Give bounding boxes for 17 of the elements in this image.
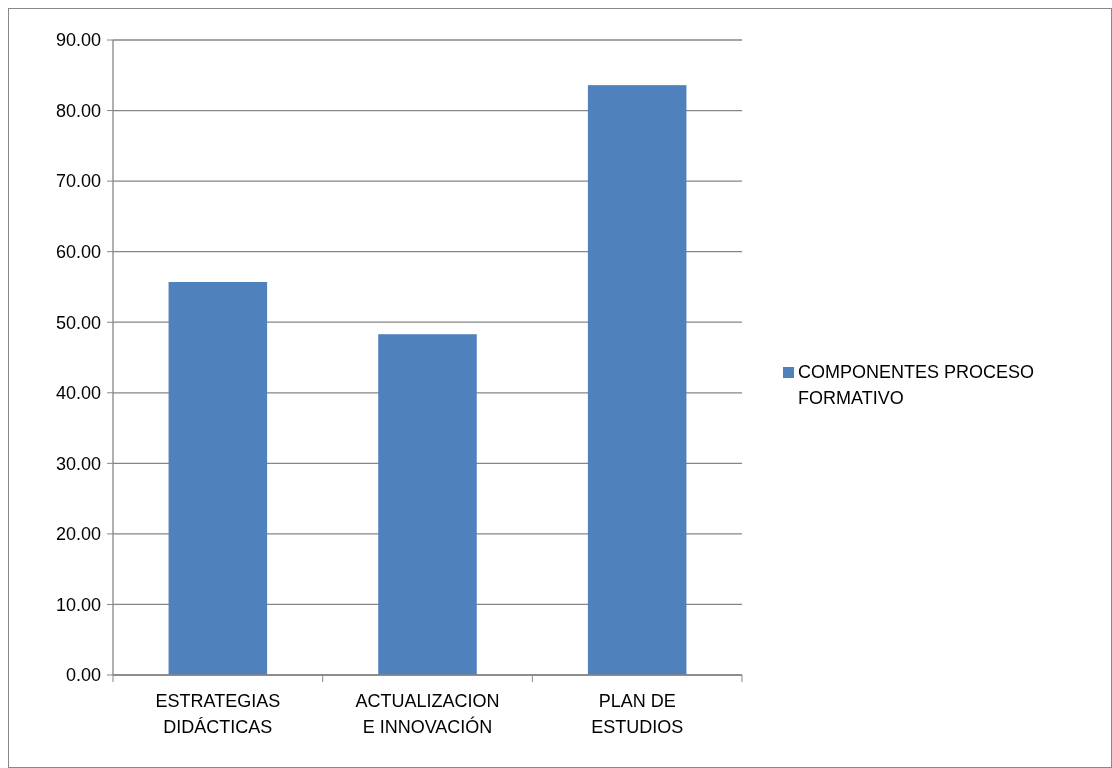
y-tick-label: 10.00 — [55, 594, 101, 615]
y-tick-label: 70.00 — [55, 171, 101, 192]
bar — [378, 334, 477, 675]
x-tick-label: PLAN DE ESTUDIOS — [591, 691, 684, 737]
legend-label: COMPONENTES PROCESO FORMATIVO — [798, 362, 1035, 408]
y-tick-label: 90.00 — [55, 30, 101, 51]
bar — [168, 282, 268, 675]
y-tick-label: 50.00 — [55, 312, 101, 333]
y-tick-label: 0.00 — [65, 665, 101, 686]
y-tick-label: 40.00 — [55, 383, 101, 404]
y-tick-label: 80.00 — [55, 100, 101, 121]
y-tick-label: 20.00 — [55, 524, 101, 545]
x-tick-label: ESTRATEGIAS DIDÁCTICAS — [155, 691, 281, 737]
x-tick-label: ACTUALIZACION E INNOVACIÓN — [355, 691, 500, 737]
y-tick-label: 30.00 — [55, 453, 101, 474]
y-tick-label: 60.00 — [55, 241, 101, 262]
bar — [587, 85, 687, 675]
